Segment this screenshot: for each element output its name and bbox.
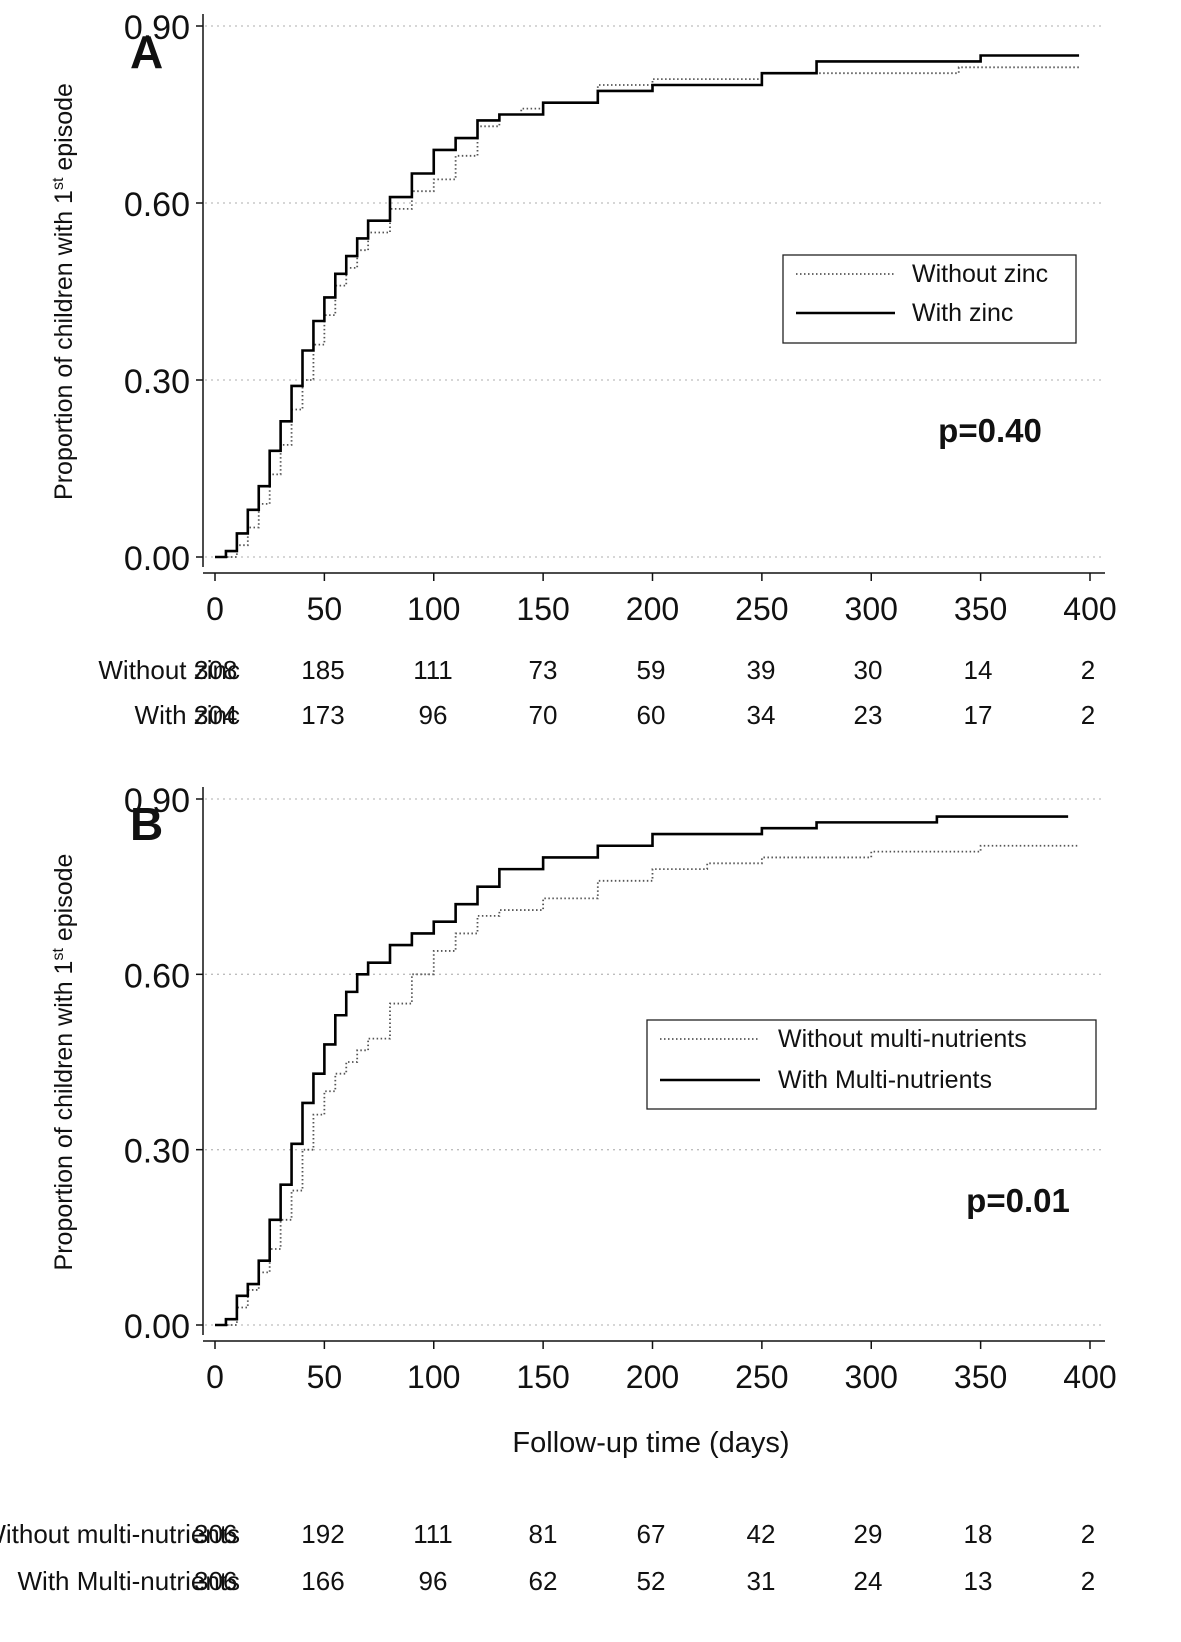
x-tick-label: 0 xyxy=(206,591,224,627)
panel-label: B xyxy=(130,798,163,850)
p-value-annotation: p=0.40 xyxy=(938,412,1042,449)
x-tick-label: 50 xyxy=(307,1359,343,1395)
y-axis-label-tail: episode xyxy=(50,83,78,178)
y-tick-label: 0.60 xyxy=(124,186,190,224)
at-risk-count: 192 xyxy=(301,1519,344,1549)
at-risk-count: 2 xyxy=(1081,1566,1095,1596)
at-risk-count: 73 xyxy=(529,655,558,685)
y-axis-label-superscript: st xyxy=(50,177,67,190)
x-tick-label: 350 xyxy=(954,591,1007,627)
at-risk-count: 14 xyxy=(964,655,993,685)
at-risk-count: 59 xyxy=(637,655,666,685)
at-risk-count: 166 xyxy=(301,1566,344,1596)
x-tick-label: 0 xyxy=(206,1359,224,1395)
y-tick-label: 0.00 xyxy=(124,1308,190,1346)
y-tick-label: 0.60 xyxy=(124,957,190,995)
at-risk-count: 23 xyxy=(854,700,883,730)
at-risk-count: 18 xyxy=(964,1519,993,1549)
at-risk-count: 29 xyxy=(854,1519,883,1549)
y-tick-label: 0.00 xyxy=(124,540,190,578)
y-axis-label: Proportion of children with 1st episode xyxy=(50,854,78,1271)
legend-box xyxy=(782,254,1077,344)
at-risk-count: 2 xyxy=(1081,700,1095,730)
at-risk-row-label: With zinc xyxy=(135,700,240,730)
y-tick-label: 0.30 xyxy=(124,363,190,401)
x-tick-label: 300 xyxy=(845,1359,898,1395)
x-tick-label: 200 xyxy=(626,1359,679,1395)
panel-label: A xyxy=(130,26,163,78)
at-risk-count: 304 xyxy=(194,700,237,730)
series-line-with xyxy=(215,815,1069,1327)
at-risk-count: 2 xyxy=(1081,1519,1095,1549)
x-tick-label: 350 xyxy=(954,1359,1007,1395)
x-tick-label: 100 xyxy=(407,591,460,627)
at-risk-count: 81 xyxy=(529,1519,558,1549)
at-risk-count: 31 xyxy=(747,1566,776,1596)
at-risk-count: 96 xyxy=(419,700,448,730)
at-risk-count: 111 xyxy=(413,1519,453,1549)
legend-entry: With Multi-nutrients xyxy=(778,1066,992,1094)
x-tick-label: 200 xyxy=(626,591,679,627)
panel-b: 0.00 0.30 0.60 0.90 0 50 100 150 200 250 300 350 400… xyxy=(0,782,1117,1596)
x-tick-label: 50 xyxy=(307,591,343,627)
x-axis-label: Follow-up time (days) xyxy=(512,1427,789,1459)
x-tick-label: 300 xyxy=(845,591,898,627)
y-axis-label: Proportion of children with 1st episode xyxy=(50,83,78,500)
at-risk-row-label: Without multi-nutrients xyxy=(0,1519,240,1549)
at-risk-count: 70 xyxy=(529,700,558,730)
y-axis-label-main: Proportion of children with 1 xyxy=(50,190,78,500)
at-risk-count: 67 xyxy=(637,1519,666,1549)
series-line-without xyxy=(215,844,1080,1326)
x-tick-label: 400 xyxy=(1063,591,1116,627)
at-risk-count: 42 xyxy=(747,1519,776,1549)
y-tick-label: 0.90 xyxy=(124,782,190,820)
at-risk-row-label: Without zinc xyxy=(98,655,240,685)
y-axis-label-main: Proportion of children with 1 xyxy=(50,961,78,1271)
series-line-with xyxy=(215,54,1080,559)
at-risk-row-label: With Multi-nutrients xyxy=(18,1566,241,1596)
y-axis-label-tail: episode xyxy=(50,854,78,949)
at-risk-count: 2 xyxy=(1081,655,1095,685)
at-risk-count: 308 xyxy=(194,655,237,685)
x-tick-label: 150 xyxy=(516,1359,569,1395)
x-tick-label: 250 xyxy=(735,591,788,627)
legend-entry: Without zinc xyxy=(912,260,1048,288)
at-risk-count: 306 xyxy=(194,1519,237,1549)
p-value-annotation: p=0.01 xyxy=(966,1182,1070,1219)
at-risk-count: 173 xyxy=(301,700,344,730)
legend: Without zinc With zinc xyxy=(782,254,1077,344)
legend-box xyxy=(646,1019,1097,1110)
at-risk-count: 96 xyxy=(419,1566,448,1596)
at-risk-count: 185 xyxy=(301,655,344,685)
at-risk-count: 17 xyxy=(964,700,993,730)
y-tick-label: 0.90 xyxy=(124,9,190,47)
at-risk-count: 62 xyxy=(529,1566,558,1596)
y-axis-label-superscript: st xyxy=(50,948,67,961)
at-risk-count: 24 xyxy=(854,1566,883,1596)
x-tick-label: 150 xyxy=(516,591,569,627)
at-risk-count: 30 xyxy=(854,655,883,685)
at-risk-count: 34 xyxy=(747,700,776,730)
legend: Without multi-nutrients With Multi-nutrie… xyxy=(646,1019,1097,1110)
y-tick-label: 0.30 xyxy=(124,1133,190,1171)
x-tick-label: 400 xyxy=(1063,1359,1116,1395)
x-tick-label: 250 xyxy=(735,1359,788,1395)
panel-a: 0.00 0.30 0.60 0.90 0 50 100 150 200 250 300 350 400… xyxy=(50,9,1117,730)
at-risk-count: 60 xyxy=(637,700,666,730)
x-tick-label: 100 xyxy=(407,1359,460,1395)
legend-entry: With zinc xyxy=(912,299,1013,327)
at-risk-count: 111 xyxy=(413,655,453,685)
at-risk-count: 52 xyxy=(637,1566,666,1596)
at-risk-count: 306 xyxy=(194,1566,237,1596)
at-risk-count: 13 xyxy=(964,1566,993,1596)
legend-entry: Without multi-nutrients xyxy=(778,1025,1027,1053)
at-risk-count: 39 xyxy=(747,655,776,685)
